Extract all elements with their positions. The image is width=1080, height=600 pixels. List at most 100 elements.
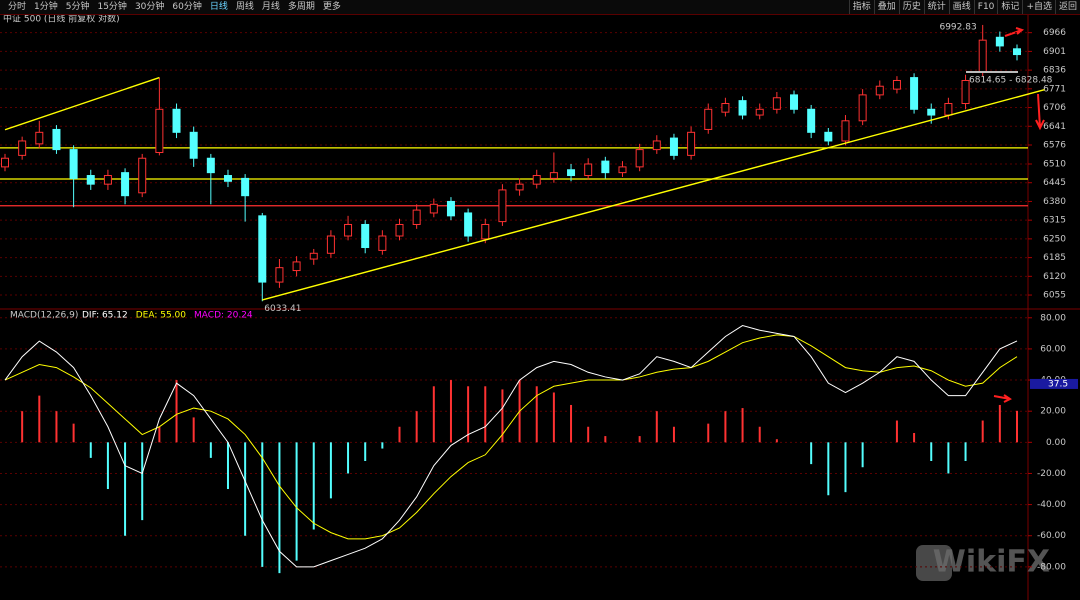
candle-body xyxy=(223,175,232,182)
candle-body xyxy=(378,235,387,251)
tool-button[interactable]: 统计 xyxy=(923,0,949,14)
candle-body xyxy=(995,36,1004,47)
trend-line xyxy=(262,89,1045,301)
y-tick-label: 0.00 xyxy=(1046,438,1066,448)
candle-body xyxy=(635,149,644,168)
candle-body xyxy=(824,131,833,142)
range-label: 6814.65 - 6828.48 xyxy=(969,76,1053,86)
candle-body xyxy=(841,120,850,142)
candle-body xyxy=(567,169,576,177)
candle-body xyxy=(206,157,215,174)
candle-body xyxy=(807,108,816,133)
y-tick-label: -20.00 xyxy=(1037,469,1066,479)
candle-body xyxy=(189,131,198,159)
y-tick-label: 6250 xyxy=(1043,234,1066,244)
period-tabs: 分时 1分钟 5分钟 15分钟 30分钟 60分钟 日线 周线 月线 多周期 更多 xyxy=(0,0,345,14)
period-tab[interactable]: 更多 xyxy=(322,2,341,12)
tool-button[interactable]: 画线 xyxy=(948,0,974,14)
candle-body xyxy=(258,215,267,283)
legend-entry: MACD: 20.24 xyxy=(194,311,253,321)
candle-body xyxy=(738,100,747,116)
toolbar: 分时 1分钟 5分钟 15分钟 30分钟 60分钟 日线 周线 月线 多周期 更多 指标 叠加 历史 统计… xyxy=(0,0,1080,15)
period-tab[interactable]: 5分钟 xyxy=(65,2,90,12)
macd-line xyxy=(4,325,1018,568)
candle-body xyxy=(172,108,181,133)
candle-body xyxy=(464,212,473,237)
period-tab[interactable]: 15分钟 xyxy=(97,2,127,12)
candle-body xyxy=(858,94,867,122)
candle-body xyxy=(361,223,370,249)
period-tab[interactable]: 月线 xyxy=(261,2,280,12)
arrow xyxy=(1004,27,1025,37)
candle-body xyxy=(481,223,490,240)
y-tick-label: 6510 xyxy=(1043,160,1066,170)
y-tick-label: 6771 xyxy=(1043,84,1066,94)
y-tick-label: 80.00 xyxy=(1040,313,1066,323)
y-tick-label: 6185 xyxy=(1043,253,1066,263)
candle-body xyxy=(35,131,44,145)
y-tick-label: -80.00 xyxy=(1037,562,1066,572)
candle-body xyxy=(18,140,27,156)
y-tick-label: 6120 xyxy=(1043,272,1066,282)
candle-body xyxy=(875,85,884,96)
candle-body xyxy=(515,183,524,191)
candle-body xyxy=(326,235,335,254)
candle-body xyxy=(532,175,541,185)
candle-body xyxy=(704,108,713,130)
candle-body xyxy=(86,175,95,185)
tool-button[interactable]: F10 xyxy=(973,0,998,14)
tool-button[interactable]: 历史 xyxy=(898,0,924,14)
candle-body xyxy=(927,108,936,116)
candle-body xyxy=(549,172,558,179)
candle-body xyxy=(309,252,318,260)
period-tab[interactable]: 分时 xyxy=(8,2,27,12)
chart: WikiFX 6966 6901 6836 6771 6706 6641 6576 6510 6… xyxy=(0,15,1080,600)
y-tick-label: 6901 xyxy=(1043,47,1066,57)
macd-line xyxy=(4,334,1018,540)
y-tick-label: 20.00 xyxy=(1040,407,1066,417)
trend-line xyxy=(4,76,160,131)
high-label: 6992.83 xyxy=(939,22,976,32)
candle-body xyxy=(275,267,284,283)
y-tick-label: -60.00 xyxy=(1037,531,1066,541)
tool-button[interactable]: 标记 xyxy=(997,0,1022,14)
arrow xyxy=(993,394,1012,403)
low-label: 6033.41 xyxy=(264,304,301,314)
y-tick-label: 60.00 xyxy=(1040,344,1066,354)
y-tick-label: 6445 xyxy=(1043,178,1066,188)
candle-body xyxy=(978,39,987,73)
period-tab[interactable]: 30分钟 xyxy=(134,2,165,12)
candle-body xyxy=(1,157,9,168)
candle-body xyxy=(961,79,970,105)
candle-body xyxy=(687,131,696,156)
period-tab[interactable]: 日线 xyxy=(209,2,228,12)
value-marker xyxy=(1030,378,1078,389)
range-bar xyxy=(966,71,1018,73)
candle-body xyxy=(910,77,919,110)
candle-body xyxy=(944,103,953,116)
period-tab[interactable]: 多周期 xyxy=(287,2,315,12)
candle-body xyxy=(498,189,507,223)
tool-button[interactable]: +自选 xyxy=(1022,0,1055,14)
tool-button[interactable]: 叠加 xyxy=(873,0,899,14)
chart-title: 中证 500 (日线 前复权 对数) xyxy=(3,15,120,25)
candle-body xyxy=(772,97,781,110)
period-tab[interactable]: 周线 xyxy=(235,2,254,12)
candle-body xyxy=(721,103,730,113)
y-tick-label: 6055 xyxy=(1043,291,1066,301)
period-tab[interactable]: 1分钟 xyxy=(34,2,58,12)
period-tab[interactable]: 60分钟 xyxy=(172,2,202,12)
y-tick-label: 6576 xyxy=(1043,140,1066,150)
candle-body xyxy=(652,140,661,151)
tool-buttons: 指标 叠加 历史 统计 画线 F10 标记 +自选 返回 xyxy=(848,0,1080,14)
tool-button[interactable]: 指标 xyxy=(848,0,874,14)
candle-body xyxy=(412,209,421,225)
candle-body xyxy=(601,160,610,174)
candle-body xyxy=(584,163,593,177)
indicator-title: MACD(12,26,9) xyxy=(10,311,78,321)
y-tick-label: -40.00 xyxy=(1037,500,1066,510)
candle-body xyxy=(395,223,404,237)
candle-body xyxy=(103,175,112,185)
tool-button[interactable]: 返回 xyxy=(1054,0,1080,14)
